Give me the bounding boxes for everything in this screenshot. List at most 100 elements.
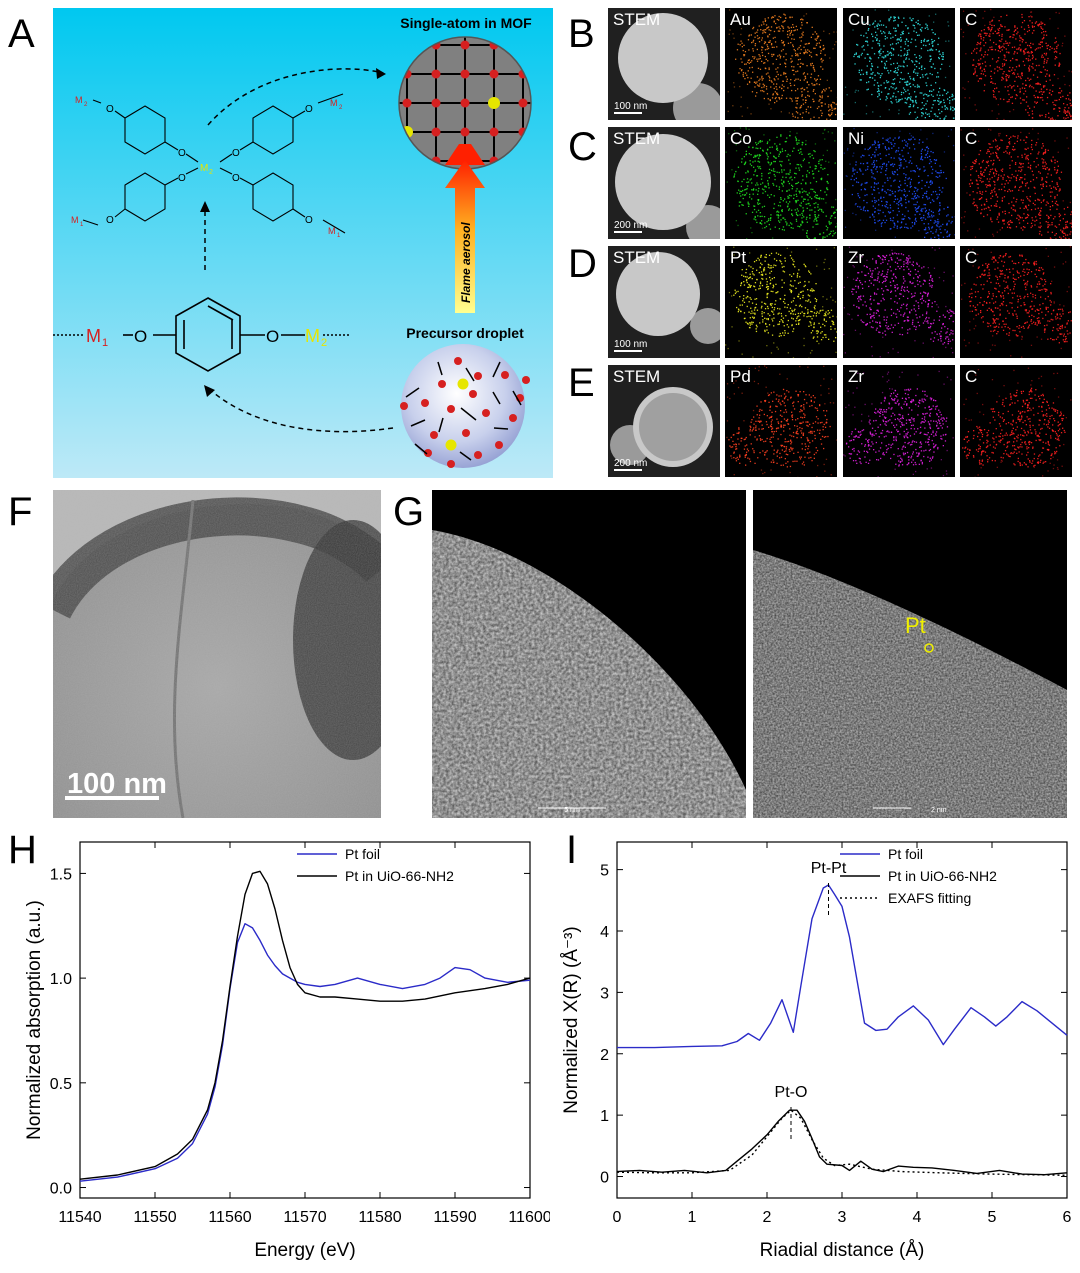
svg-text:M: M — [75, 95, 83, 105]
panel-letter-h: H — [8, 828, 37, 872]
peak-annotation: Pt-O — [775, 1084, 808, 1101]
x-tick-label: 11570 — [283, 1209, 326, 1226]
y-tick-label: 1 — [600, 1108, 609, 1125]
eds-tile-au-row1: Au — [725, 8, 837, 120]
eds-tile-label: C — [965, 10, 978, 29]
panel-letter-e: E — [568, 361, 595, 405]
eds-scale-bar — [614, 469, 642, 471]
eds-tile-label: Pt — [730, 248, 747, 267]
eds-tile-co-row2: Co — [725, 127, 837, 239]
series-line-0 — [79, 923, 531, 1182]
eds-tile-zr-row4: Zr — [843, 365, 955, 477]
y-axis-label: Normalized absorption (a.u.) — [24, 900, 45, 1140]
x-tick-label: 4 — [913, 1209, 922, 1226]
svg-text:M: M — [330, 98, 338, 108]
flame-arrow: Flame aerosol — [445, 144, 485, 313]
svg-text:O: O — [266, 327, 279, 346]
y-tick-label: 3 — [600, 985, 609, 1002]
series-line-0 — [617, 884, 1068, 1049]
droplet-particles — [400, 357, 530, 468]
series-line-2 — [616, 1109, 1068, 1176]
legend-entry: Pt in UiO-66-NH2 — [888, 868, 997, 884]
panel-letter-f: F — [8, 490, 33, 534]
svg-text:M: M — [328, 226, 336, 236]
precursor-droplet — [401, 344, 525, 468]
eds-scale-bar — [614, 112, 642, 114]
eds-tile-cu-row1: Cu — [843, 8, 955, 120]
eds-scale-label: 100 nm — [614, 339, 648, 350]
eds-tile-label: Pd — [730, 367, 751, 386]
panel-letter-a: A — [8, 12, 35, 56]
flame-label: Flame aerosol — [459, 222, 473, 303]
svg-text:O: O — [134, 327, 147, 346]
svg-text:O: O — [305, 104, 313, 115]
haadf-right-image: Pt 2 nm — [753, 490, 1067, 818]
eds-tile-stem-row3: STEM 100 nm — [608, 246, 720, 358]
eds-tile-pt-row3: Pt — [725, 246, 837, 358]
svg-text:1: 1 — [102, 337, 108, 349]
legend-entry: Pt foil — [888, 846, 923, 862]
linker-m2: M — [305, 326, 320, 346]
eds-tile-stem-row2: STEM 200 nm — [608, 127, 720, 239]
y-tick-label: 1.5 — [50, 866, 72, 883]
x-tick-label: 11540 — [58, 1209, 101, 1226]
svg-text:O: O — [178, 148, 186, 159]
eds-tile-label: C — [965, 248, 978, 267]
eds-scale-label: 100 nm — [614, 101, 648, 112]
eds-tile-c-row1: C — [960, 8, 1072, 120]
eds-scale-label: 200 nm — [614, 458, 648, 469]
series-line-1 — [616, 1109, 1068, 1176]
mof-node-structure — [82, 93, 346, 234]
schematic-panel: Single-atom in MOF Flame aerosol Precurs… — [53, 8, 553, 478]
x-tick-label: 11600 — [508, 1209, 550, 1226]
linker-m1: M — [86, 326, 101, 346]
y-tick-label: 5 — [600, 863, 609, 880]
eds-tile-label: Ni — [848, 129, 865, 148]
legend-entry: Pt foil — [345, 846, 380, 862]
x-tick-label: 2 — [763, 1209, 772, 1226]
tem-image: 100 nm — [53, 490, 381, 818]
eds-tile-stem-row4: STEM 200 nm — [608, 365, 720, 477]
svg-text:O: O — [106, 104, 114, 115]
haadf-left-scale: 5 nm — [564, 807, 580, 814]
x-tick-label: 0 — [613, 1209, 622, 1226]
svg-text:2: 2 — [339, 105, 343, 111]
tem-scale-label: 100 nm — [67, 768, 167, 800]
svg-text:2: 2 — [209, 169, 213, 176]
y-tick-label: 1.0 — [50, 971, 72, 988]
x-axis-label: Energy (eV) — [254, 1240, 355, 1261]
eds-scale-bar — [614, 350, 642, 352]
eds-tile-label: Zr — [848, 248, 865, 267]
panel-letter-b: B — [568, 12, 595, 56]
x-tick-label: 1 — [688, 1209, 697, 1226]
svg-text:2: 2 — [321, 337, 327, 349]
panel-letter-d: D — [568, 242, 597, 286]
x-axis-label: Riadial distance (Å) — [760, 1240, 925, 1261]
eds-tile-label: Zr — [848, 367, 865, 386]
haadf-right-scale: 2 nm — [931, 807, 947, 814]
haadf-left-image: 5 nm — [432, 490, 746, 818]
x-tick-label: 3 — [838, 1209, 847, 1226]
linker-molecule — [53, 297, 351, 372]
y-tick-label: 2 — [600, 1047, 609, 1064]
svg-text:1: 1 — [80, 222, 84, 228]
eds-scale-label: 200 nm — [614, 220, 648, 231]
svg-text:2: 2 — [84, 102, 88, 108]
eds-tile-label: STEM — [613, 367, 661, 386]
x-tick-label: 5 — [988, 1209, 997, 1226]
x-tick-label: 11560 — [208, 1209, 251, 1226]
y-axis-label: Normalized X(R) (Å⁻³) — [561, 926, 582, 1113]
legend-entry: Pt in UiO-66-NH2 — [345, 868, 454, 884]
center-metal: M — [200, 163, 208, 174]
svg-text:1: 1 — [337, 233, 341, 239]
eds-tile-stem-row1: STEM 100 nm — [608, 8, 720, 120]
eds-tile-pd-row4: Pd — [725, 365, 837, 477]
plot-frame — [616, 841, 1068, 1199]
eds-tile-zr-row3: Zr — [843, 246, 955, 358]
y-tick-label: 0.0 — [50, 1181, 72, 1198]
series-line-1 — [79, 870, 531, 1180]
eds-tile-label: STEM — [613, 248, 661, 267]
eds-tile-label: STEM — [613, 10, 661, 29]
dashed-arrows — [204, 68, 394, 433]
y-tick-label: 0 — [600, 1170, 609, 1187]
